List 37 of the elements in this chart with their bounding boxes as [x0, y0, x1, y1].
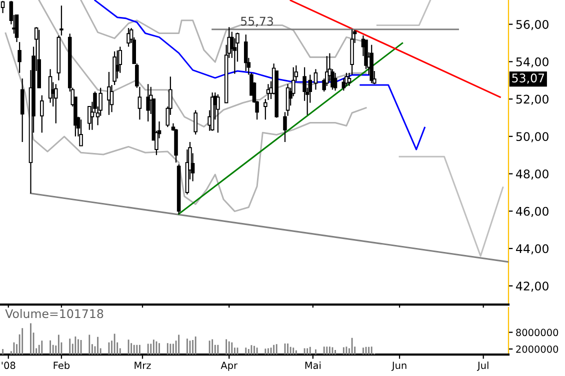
- candlestick: [216, 94, 220, 134]
- y-tick-label: 50,00: [516, 132, 548, 142]
- x-tick-label: Mrz: [134, 362, 151, 369]
- x-tick-label: Jul: [476, 362, 488, 371]
- x-tick-label: Feb: [54, 362, 70, 370]
- annotation: 55,73: [241, 16, 273, 27]
- candlestick: [115, 50, 120, 80]
- candlestick: [79, 119, 83, 146]
- candlestick: [194, 110, 198, 136]
- line-series: [4, 32, 367, 212]
- y-tick-label: 44,00: [516, 244, 548, 254]
- candlestick: [244, 34, 248, 72]
- y-tick-label: 56,00: [516, 20, 548, 30]
- candlestick: [54, 84, 58, 124]
- y-tick-label: 42,00: [516, 282, 548, 292]
- candlestick: [344, 72, 348, 87]
- y-tick-label: 46,00: [516, 206, 548, 217]
- y-tick-label: 2000000: [516, 345, 558, 353]
- annotation: Volume=101718: [5, 308, 104, 318]
- candlestick: [333, 72, 338, 92]
- candlestick: [146, 84, 150, 122]
- text: 53,07: [512, 74, 544, 84]
- y-tick-label: 54,00: [516, 57, 548, 68]
- candlestick: [60, 5, 64, 36]
- y-tick-label: 8000000: [516, 328, 558, 336]
- x-tick-label: '08: [2, 362, 16, 370]
- candlestick: [40, 94, 44, 134]
- candlestick: [14, 14, 19, 43]
- candlestick: [18, 41, 22, 74]
- y-tick-label: 52,00: [516, 94, 548, 105]
- line-series: [38, 0, 367, 128]
- x-tick-label: Apr: [220, 362, 238, 371]
- x-tick-label: Mai: [305, 362, 321, 370]
- y-tick-label: 48,00: [516, 169, 548, 180]
- candlestick: [314, 68, 318, 90]
- x-tick-label: Jun: [391, 362, 406, 371]
- candlestick: [0, 0, 5, 14]
